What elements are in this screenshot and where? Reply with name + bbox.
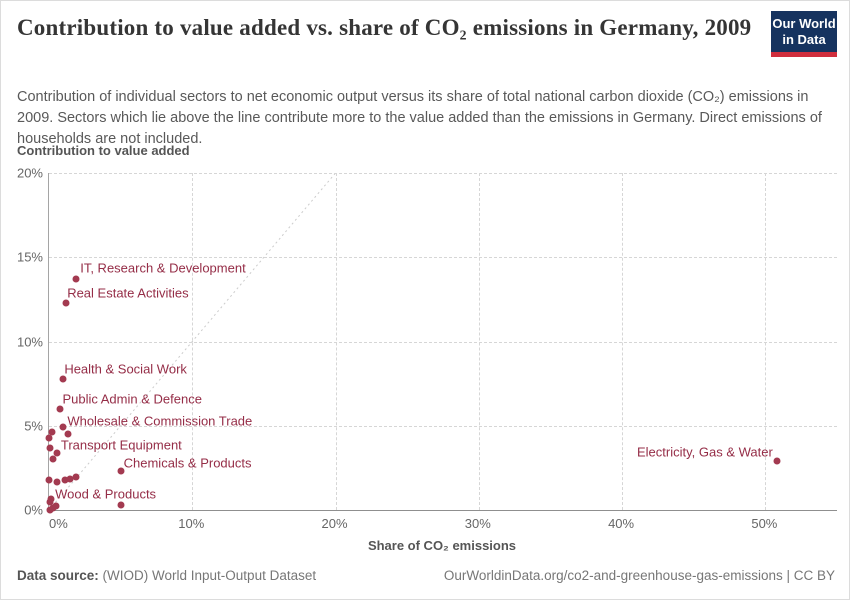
y-tick-0: 0%: [24, 502, 43, 518]
data-point-label[interactable]: Wood & Products: [55, 486, 157, 502]
data-point[interactable]: [64, 430, 72, 438]
owid-logo-line1: Our World: [772, 15, 836, 31]
data-point[interactable]: [53, 449, 61, 457]
owid-logo[interactable]: Our World in Data: [771, 11, 837, 57]
data-point[interactable]: [72, 473, 80, 481]
data-point[interactable]: [46, 444, 54, 452]
gridline-x-50: [765, 173, 767, 510]
data-point-label[interactable]: Health & Social Work: [64, 361, 187, 377]
data-point-label[interactable]: Electricity, Gas & Water: [637, 444, 773, 460]
gridline-x-10: [192, 173, 194, 510]
x-tick-30: 30%: [464, 516, 491, 531]
data-point[interactable]: [117, 467, 125, 475]
data-point[interactable]: [59, 375, 67, 383]
chart-footer: Data source: (WIOD) World Input-Output D…: [17, 568, 835, 583]
x-tick-10: 10%: [178, 516, 205, 531]
data-point[interactable]: [46, 506, 54, 514]
data-point-label[interactable]: Public Admin & Defence: [62, 391, 202, 407]
data-point[interactable]: [48, 428, 56, 436]
data-point-label[interactable]: IT, Research & Development: [80, 260, 246, 276]
gridline-y-10: [49, 341, 837, 343]
y-axis-title: Contribution to value added: [17, 143, 190, 158]
gridline-y-5: [49, 425, 837, 427]
data-point[interactable]: [117, 501, 125, 509]
y-tick-15: 15%: [16, 249, 43, 265]
data-point[interactable]: [49, 455, 57, 463]
chart-subtitle: Contribution of individual sectors to ne…: [17, 89, 822, 147]
x-tick-50: 50%: [751, 516, 778, 531]
data-point-label[interactable]: Wholesale & Commission Trade: [67, 413, 253, 429]
gridline-y-20: [49, 173, 837, 174]
data-point[interactable]: [62, 299, 70, 307]
data-point[interactable]: [56, 405, 64, 413]
data-point-label[interactable]: Real Estate Activities: [67, 285, 189, 301]
y-axis-ticks: 0% 5% 10% 15% 20%: [1, 166, 43, 518]
gridline-x-30: [478, 173, 480, 510]
data-source-label: Data source:: [17, 568, 99, 583]
owid-logo-line2: in Data: [782, 31, 826, 47]
gridline-y-15: [49, 257, 837, 259]
gridline-x-20: [335, 173, 337, 510]
y-tick-20: 20%: [16, 165, 43, 181]
data-source-text: (WIOD) World Input-Output Dataset: [98, 568, 317, 583]
y-tick-10: 10%: [16, 334, 43, 349]
x-tick-20: 20%: [321, 516, 348, 531]
data-point[interactable]: [773, 457, 781, 465]
data-point[interactable]: [47, 495, 55, 503]
attribution-link[interactable]: OurWorldinData.org/co2-and-greenhouse-ga…: [443, 568, 835, 583]
data-point-label[interactable]: Transport Equipment: [60, 437, 182, 453]
gridline-x-40: [622, 173, 624, 510]
y-tick-5: 5%: [24, 418, 43, 434]
data-point[interactable]: [72, 275, 80, 283]
data-point[interactable]: [45, 434, 53, 442]
x-axis-title: Share of CO₂ emissions: [367, 538, 517, 553]
data-point[interactable]: [45, 476, 53, 484]
data-point[interactable]: [66, 475, 74, 483]
x-axis-ticks: 0% 10% 20% 30% 40% 50%: [48, 516, 836, 532]
data-source: Data source: (WIOD) World Input-Output D…: [17, 568, 316, 583]
data-point[interactable]: [61, 476, 69, 484]
plot-area: IT, Research & Development Real Estate Ac…: [45, 173, 837, 514]
x-tick-40: 40%: [608, 516, 635, 531]
data-point[interactable]: [59, 423, 67, 431]
data-point[interactable]: [53, 478, 61, 486]
data-point-label[interactable]: Chemicals & Products: [123, 455, 252, 471]
page-title: Contribution to value added vs. share of…: [17, 15, 752, 40]
x-tick-0: 0%: [49, 516, 68, 531]
